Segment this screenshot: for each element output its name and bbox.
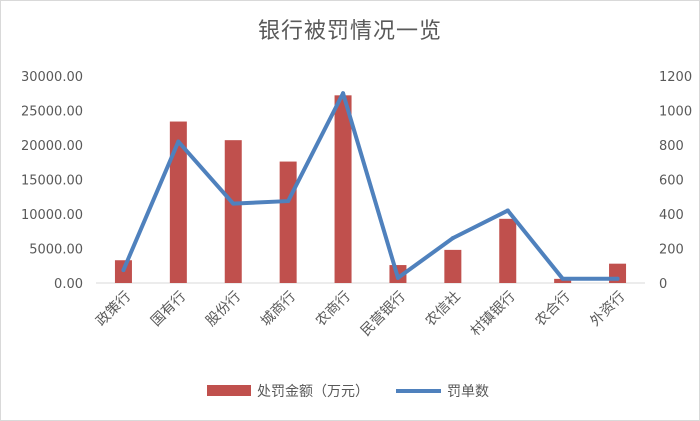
- line-point-3: [286, 199, 291, 204]
- y-left-tick-label: 0.00: [54, 277, 83, 292]
- x-tick-label: 国有行: [148, 289, 189, 330]
- y-left-tick-label: 15000.00: [21, 174, 83, 189]
- bar-6: [444, 249, 462, 283]
- x-tick-label: 民营银行: [358, 289, 409, 340]
- bar-4: [334, 95, 352, 283]
- x-tick-label: 外资行: [587, 289, 628, 330]
- y-left-tick-label: 5000.00: [29, 243, 83, 258]
- line-point-0: [121, 268, 126, 273]
- chart-title: 银行被罚情况一览: [257, 19, 442, 44]
- y-left-tick-label: 20000.00: [21, 139, 83, 154]
- x-tick-label: 农信社: [423, 289, 464, 330]
- bar-1: [169, 121, 187, 283]
- x-tick-label: 农合行: [532, 289, 573, 330]
- y-left-tick-label: 10000.00: [21, 208, 83, 223]
- line-series: [121, 91, 620, 281]
- line-point-2: [231, 201, 236, 206]
- line-point-6: [450, 236, 455, 241]
- legend-label-bars: 处罚金额（万元）: [257, 384, 369, 400]
- x-tick-label: 城商行: [258, 289, 299, 330]
- line-point-5: [395, 275, 400, 280]
- legend-swatch-bars: [207, 385, 251, 396]
- line-point-4: [341, 91, 346, 96]
- bar-2: [224, 140, 242, 283]
- x-tick-label: 股份行: [203, 289, 244, 330]
- line-point-1: [176, 139, 181, 144]
- bar-7: [499, 218, 517, 283]
- y-right-tick-label: 400: [659, 208, 684, 223]
- line-point-8: [560, 276, 565, 281]
- y-right-tick-label: 1000: [659, 105, 692, 120]
- x-tick-label: 村镇银行: [468, 289, 519, 340]
- x-tick-label: 农商行: [313, 289, 354, 330]
- x-tick-label: 政策行: [93, 288, 135, 330]
- legend-label-line: 罚单数: [447, 384, 489, 400]
- y-right-tick-label: 600: [659, 174, 684, 189]
- line-point-7: [505, 208, 510, 213]
- y-right-tick-label: 0: [659, 277, 667, 292]
- y-left-tick-label: 30000.00: [21, 70, 83, 85]
- y-left-tick-label: 25000.00: [21, 105, 83, 120]
- line-point-9: [615, 276, 620, 281]
- bar-3: [279, 161, 297, 283]
- bar-8: [554, 278, 572, 283]
- y-right-tick-label: 200: [659, 243, 684, 258]
- y-right-tick-label: 800: [659, 139, 684, 154]
- y-right-tick-label: 1200: [659, 70, 692, 85]
